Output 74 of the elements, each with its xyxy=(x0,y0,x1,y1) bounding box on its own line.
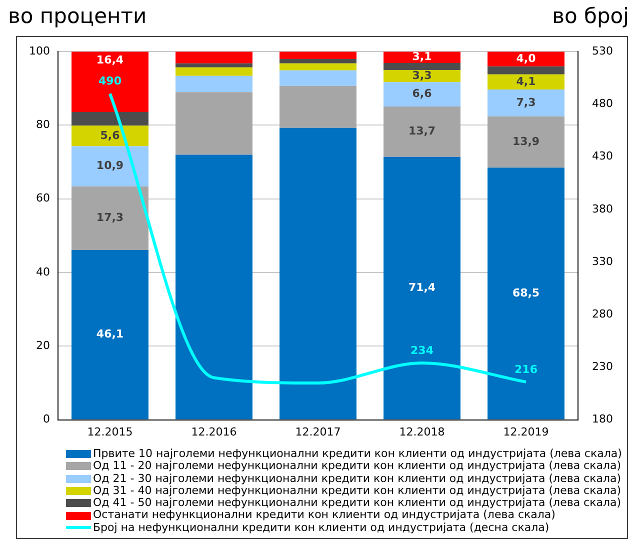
bar xyxy=(72,52,148,112)
x-tick-label: 12.2015 xyxy=(87,425,133,438)
bar xyxy=(488,66,564,74)
legend-label: Од 21 - 30 најголеми нефункционални кредити кон клиенти од индустријата (лева скала) xyxy=(93,472,622,485)
data-label: 13,9 xyxy=(512,134,540,148)
bar xyxy=(384,106,460,157)
legend-label: Од 41 - 50 најголеми нефункционални кредити кон клиенти од индустријата (лева скала) xyxy=(93,496,622,510)
legend-label: Број на нефункционални кредити кон клиенти од индустријата (десна скала) xyxy=(93,520,550,534)
legend-label: Од 11 - 20 најголеми нефункционални кредити кон клиенти од индустријата (лева скала) xyxy=(93,459,622,473)
bar xyxy=(176,154,252,420)
x-tick-label: 12.2017 xyxy=(295,425,341,438)
data-label: 216 xyxy=(514,362,538,376)
y2-tick-label: 280 xyxy=(592,307,614,320)
legend-label: Од 31 - 40 најголеми нефункционални кредити кон клиенти од индустријата (лева скала) xyxy=(93,484,622,498)
bar xyxy=(72,186,148,250)
bar xyxy=(488,74,564,90)
data-label: 490 xyxy=(98,74,122,88)
bar xyxy=(488,168,564,420)
bar xyxy=(488,116,564,168)
y2-tick-label: 430 xyxy=(592,150,614,163)
y-tick-label: 0 xyxy=(42,412,50,426)
bar xyxy=(72,146,148,186)
y2-axis-title: во број xyxy=(552,4,629,28)
x-tick-label: 12.2016 xyxy=(191,425,237,438)
bar xyxy=(72,250,148,420)
data-label: 234 xyxy=(410,344,434,357)
y-tick-label: 100 xyxy=(28,44,50,58)
y2-tick-label: 330 xyxy=(592,254,614,268)
x-tick-label: 12.2018 xyxy=(399,425,445,438)
bar xyxy=(384,82,460,106)
data-label: 5,6 xyxy=(100,128,120,142)
data-label: 46,1 xyxy=(96,328,124,341)
data-label: 4,0 xyxy=(516,52,536,65)
bar xyxy=(384,63,460,70)
data-label: 4,1 xyxy=(516,74,536,88)
data-label: 68,5 xyxy=(512,286,540,300)
legend-label: Останати нефункционални кредити кон клиенти од индустријата (лева скала) xyxy=(93,508,556,522)
data-label: 10,9 xyxy=(96,159,124,172)
data-label: 71,4 xyxy=(408,280,436,294)
y2-tick-label: 530 xyxy=(592,44,614,58)
data-label: 6,6 xyxy=(412,87,432,100)
data-label: 13,7 xyxy=(408,124,436,138)
y-tick-label: 60 xyxy=(36,192,50,205)
bar xyxy=(72,126,148,146)
legend-label: Првите 10 најголеми нефункционални кредити кон клиенти од индустријата (лева скала) xyxy=(93,447,622,460)
bar xyxy=(280,63,356,70)
bar xyxy=(488,52,564,66)
x-tick-label: 12.2019 xyxy=(503,425,549,438)
bar xyxy=(176,76,252,92)
bar xyxy=(72,112,148,126)
data-label: 17,3 xyxy=(96,211,124,224)
y-tick-label: 40 xyxy=(36,265,50,278)
y2-tick-label: 480 xyxy=(592,97,614,110)
bar xyxy=(280,128,356,420)
data-label: 3,1 xyxy=(412,50,432,64)
y2-tick-label: 230 xyxy=(592,360,614,374)
bar xyxy=(280,70,356,86)
bar xyxy=(280,58,356,64)
bar xyxy=(384,156,460,420)
y-axis-title: во проценти xyxy=(8,4,147,28)
y2-tick-label: 380 xyxy=(592,202,614,216)
data-label: 16,4 xyxy=(96,53,124,66)
data-label: 3,3 xyxy=(412,68,432,82)
y-tick-label: 20 xyxy=(36,339,50,352)
bar xyxy=(176,67,252,76)
data-label: 7,3 xyxy=(516,96,536,109)
y2-tick-label: 180 xyxy=(592,412,614,426)
bar xyxy=(176,52,252,64)
bar xyxy=(488,90,564,116)
bar xyxy=(280,52,356,59)
bar xyxy=(176,63,252,68)
y-tick-label: 80 xyxy=(36,118,50,132)
bar xyxy=(280,86,356,128)
bar xyxy=(176,92,252,155)
